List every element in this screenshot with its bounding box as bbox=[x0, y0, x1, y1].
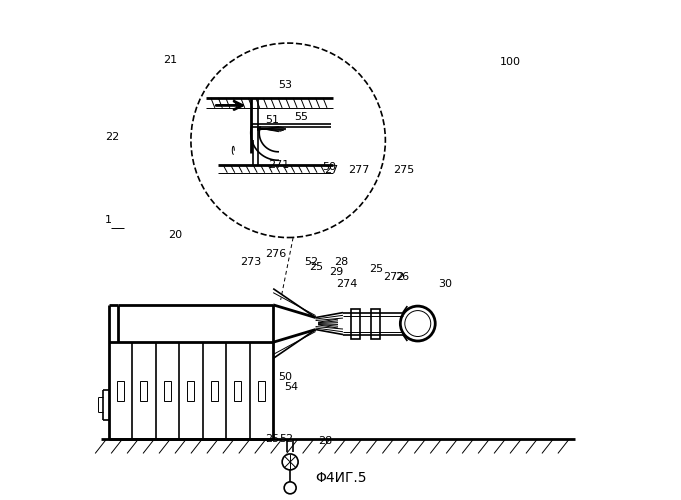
Bar bbox=[164, 381, 171, 401]
Text: 51: 51 bbox=[265, 115, 279, 125]
Text: 50: 50 bbox=[278, 372, 292, 382]
Text: Φ4ИГ.5: Φ4ИГ.5 bbox=[315, 472, 366, 486]
Text: 100: 100 bbox=[500, 56, 521, 66]
Text: 30: 30 bbox=[438, 280, 452, 289]
Text: 25: 25 bbox=[310, 262, 323, 272]
Bar bbox=[140, 381, 147, 401]
Text: 272: 272 bbox=[383, 272, 405, 282]
Text: 50: 50 bbox=[322, 162, 336, 172]
Text: 22: 22 bbox=[105, 132, 119, 142]
Text: 275: 275 bbox=[393, 164, 414, 174]
Text: 52: 52 bbox=[304, 257, 319, 267]
Circle shape bbox=[405, 310, 431, 336]
Bar bbox=[258, 381, 265, 401]
Bar bbox=[351, 308, 360, 338]
Text: 1: 1 bbox=[105, 214, 112, 224]
Text: 276: 276 bbox=[265, 250, 286, 260]
Text: 53: 53 bbox=[278, 80, 292, 90]
Text: 277: 277 bbox=[348, 164, 369, 174]
Bar bbox=[371, 308, 380, 338]
Text: 21: 21 bbox=[163, 55, 178, 65]
Bar bbox=[211, 381, 218, 401]
Text: 271: 271 bbox=[268, 160, 289, 170]
Circle shape bbox=[400, 306, 435, 341]
Text: 273: 273 bbox=[240, 257, 261, 267]
Circle shape bbox=[191, 43, 385, 238]
Text: 55: 55 bbox=[295, 112, 308, 122]
Text: 52: 52 bbox=[280, 434, 294, 444]
Text: 28: 28 bbox=[334, 257, 349, 267]
Text: 27: 27 bbox=[325, 164, 338, 174]
Bar bbox=[234, 381, 242, 401]
Text: 274: 274 bbox=[336, 280, 358, 289]
Text: 26: 26 bbox=[396, 272, 409, 282]
Circle shape bbox=[284, 482, 296, 494]
Text: 54: 54 bbox=[285, 382, 299, 392]
Text: 25: 25 bbox=[265, 434, 279, 444]
Text: 29: 29 bbox=[330, 267, 344, 277]
Bar bbox=[187, 381, 195, 401]
Text: 28: 28 bbox=[318, 436, 332, 446]
Text: 25: 25 bbox=[369, 264, 383, 274]
Text: 20: 20 bbox=[168, 230, 183, 239]
Circle shape bbox=[282, 454, 298, 470]
Bar bbox=[117, 381, 124, 401]
